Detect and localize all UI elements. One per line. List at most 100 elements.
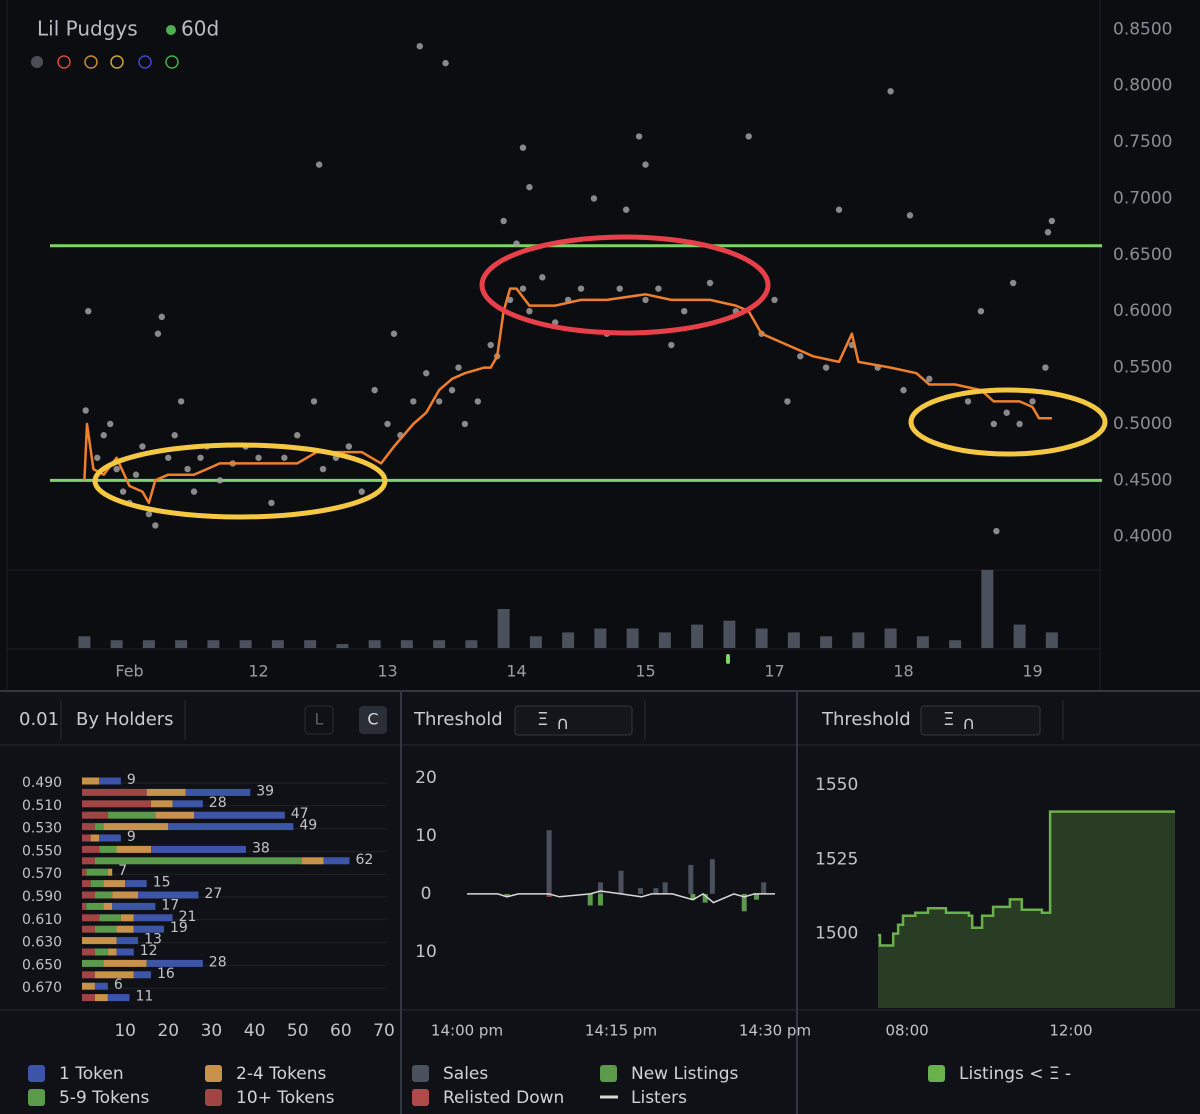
series-toggle[interactable] bbox=[31, 56, 43, 68]
bar-segment bbox=[94, 982, 108, 990]
bar-segment bbox=[120, 914, 134, 922]
bar-segment bbox=[94, 891, 113, 899]
legend-swatch bbox=[205, 1065, 222, 1082]
y-tick-label: 0.4000 bbox=[1113, 527, 1172, 547]
bar-segment bbox=[155, 811, 195, 819]
toggle-label[interactable]: C bbox=[367, 710, 378, 729]
sale-point bbox=[500, 217, 507, 225]
bar-segment bbox=[103, 902, 113, 910]
sale-point bbox=[990, 420, 998, 428]
series-toggle[interactable] bbox=[165, 55, 179, 69]
series-toggle[interactable] bbox=[57, 55, 71, 69]
x-tick-label: 50 bbox=[287, 1021, 309, 1041]
toggle-button[interactable] bbox=[304, 705, 334, 735]
y-tick-label: 10 bbox=[415, 826, 437, 846]
volume-bar bbox=[787, 632, 800, 648]
toggle-label[interactable]: L bbox=[315, 710, 324, 729]
legend-label: 10+ Tokens bbox=[236, 1088, 335, 1108]
volume-bar bbox=[820, 636, 833, 648]
series-toggle[interactable] bbox=[138, 55, 152, 69]
sale-point bbox=[642, 161, 649, 168]
volume-bar bbox=[465, 640, 478, 648]
volume-bar bbox=[304, 640, 317, 648]
data-label: 11 bbox=[135, 989, 153, 1005]
bar bbox=[546, 893, 552, 897]
bar-segment bbox=[133, 971, 152, 979]
y-tick-label: 20 bbox=[415, 768, 437, 788]
toggle-button[interactable] bbox=[359, 706, 387, 734]
sale-point bbox=[539, 274, 546, 281]
bar-segment bbox=[112, 891, 139, 899]
sale-point bbox=[294, 432, 301, 439]
bar-segment bbox=[82, 845, 100, 853]
bar bbox=[504, 893, 510, 897]
y-tick-label: 0.610 bbox=[22, 912, 62, 928]
volume-bar bbox=[594, 628, 607, 648]
bar-segment bbox=[82, 891, 95, 899]
volume-bar bbox=[658, 632, 671, 648]
group-by[interactable]: By Holders bbox=[76, 709, 174, 730]
sale-point bbox=[835, 206, 843, 213]
bar-segment bbox=[116, 925, 134, 933]
bar bbox=[754, 893, 760, 900]
chart-subtitle[interactable]: 60d bbox=[181, 17, 219, 41]
x-tick-label: 18 bbox=[893, 662, 913, 681]
bar-segment bbox=[82, 982, 95, 990]
volume-bar bbox=[110, 640, 123, 648]
sale-point bbox=[268, 499, 275, 507]
y-tick-label: 10 bbox=[415, 942, 437, 962]
bar-segment bbox=[116, 845, 152, 853]
data-label: 28 bbox=[209, 795, 227, 811]
legend-label: New Listings bbox=[631, 1064, 738, 1084]
sale-point bbox=[384, 420, 391, 428]
x-tick-label: 14:15 pm bbox=[585, 1022, 657, 1040]
series-toggle[interactable] bbox=[84, 55, 98, 69]
sale-point bbox=[190, 488, 198, 495]
x-tick-label: 14:00 pm bbox=[431, 1022, 503, 1040]
volume-bar bbox=[78, 636, 91, 648]
volume-bar bbox=[723, 620, 736, 648]
threshold-label: Threshold bbox=[821, 709, 911, 730]
marker bbox=[726, 654, 730, 664]
data-label: 62 bbox=[355, 852, 373, 868]
sale-point bbox=[487, 341, 494, 349]
data-label: 17 bbox=[161, 897, 179, 913]
bar bbox=[741, 893, 747, 912]
data-label: 9 bbox=[127, 829, 136, 845]
volume-bar bbox=[529, 636, 542, 648]
data-label: 21 bbox=[179, 909, 197, 925]
sale-point bbox=[82, 407, 89, 414]
sale-point bbox=[94, 454, 101, 461]
x-tick-label: 17 bbox=[764, 662, 784, 681]
sale-point bbox=[590, 195, 598, 202]
legend-swatch bbox=[28, 1065, 45, 1082]
legend-label: 1 Token bbox=[59, 1064, 124, 1084]
legend-label: Listers bbox=[631, 1088, 687, 1108]
bar bbox=[662, 882, 668, 894]
series-toggle[interactable] bbox=[110, 55, 124, 69]
highlight-ellipse bbox=[908, 387, 1108, 457]
precision[interactable]: 0.01 bbox=[19, 709, 59, 730]
sale-point bbox=[171, 432, 178, 439]
sale-point bbox=[622, 206, 630, 213]
y-tick-label: 0.670 bbox=[22, 980, 62, 996]
bar-segment bbox=[151, 800, 173, 808]
step-line bbox=[878, 810, 1175, 947]
bar-segment bbox=[94, 925, 117, 933]
threshold-input[interactable] bbox=[514, 705, 633, 736]
bar bbox=[638, 888, 644, 894]
sale-point bbox=[900, 386, 907, 394]
threshold-input[interactable] bbox=[920, 705, 1041, 736]
y-tick-label: 1525 bbox=[815, 849, 858, 869]
bar-segment bbox=[107, 948, 117, 956]
legend-swatch bbox=[205, 1089, 222, 1106]
sale-point bbox=[1042, 364, 1049, 371]
y-tick-label: 0.650 bbox=[22, 957, 62, 973]
y-tick-label: 0.5000 bbox=[1113, 414, 1172, 434]
y-tick-label: 0.6000 bbox=[1113, 301, 1172, 321]
bar-segment bbox=[194, 811, 285, 819]
y-tick-label: 0.7000 bbox=[1113, 188, 1172, 208]
sale-point bbox=[887, 88, 894, 95]
bar-segment bbox=[82, 811, 108, 819]
bar-segment bbox=[302, 857, 324, 865]
